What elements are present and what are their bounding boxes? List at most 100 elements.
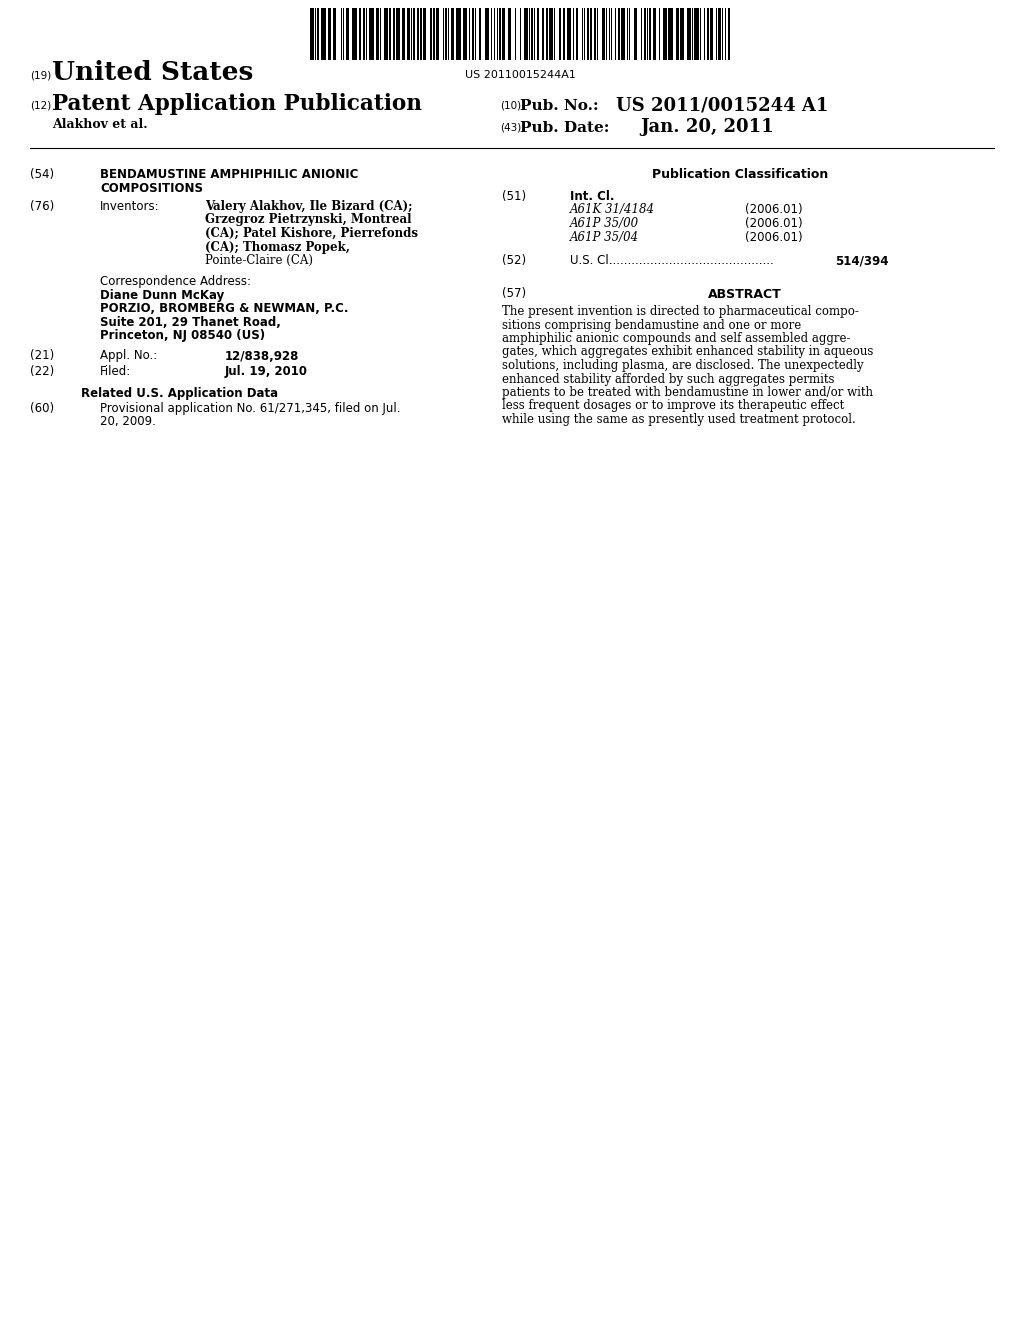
Bar bbox=[436, 8, 439, 59]
Bar bbox=[718, 8, 721, 59]
Bar bbox=[502, 8, 505, 59]
Text: Jul. 19, 2010: Jul. 19, 2010 bbox=[225, 366, 308, 378]
Bar bbox=[413, 8, 415, 59]
Bar bbox=[402, 8, 406, 59]
Text: Princeton, NJ 08540 (US): Princeton, NJ 08540 (US) bbox=[100, 330, 265, 342]
Bar bbox=[559, 8, 561, 59]
Bar bbox=[393, 8, 395, 59]
Bar bbox=[663, 8, 667, 59]
Text: Valery Alakhov, Ile Bizard (CA);: Valery Alakhov, Ile Bizard (CA); bbox=[205, 201, 413, 213]
Bar bbox=[680, 8, 684, 59]
Bar bbox=[463, 8, 467, 59]
Bar bbox=[644, 8, 646, 59]
Text: (22): (22) bbox=[30, 366, 54, 378]
Bar bbox=[653, 8, 656, 59]
Bar bbox=[346, 8, 349, 59]
Bar bbox=[542, 8, 544, 59]
Text: Pointe-Claire (CA): Pointe-Claire (CA) bbox=[205, 253, 313, 267]
Bar bbox=[546, 8, 548, 59]
Bar bbox=[376, 8, 379, 59]
Bar bbox=[310, 8, 314, 59]
Bar bbox=[389, 8, 391, 59]
Text: (CA); Patel Kishore, Pierrefonds: (CA); Patel Kishore, Pierrefonds bbox=[205, 227, 418, 240]
Text: Grzegroz Pietrzynski, Montreal: Grzegroz Pietrzynski, Montreal bbox=[205, 214, 412, 227]
Bar bbox=[485, 8, 489, 59]
Text: less frequent dosages or to improve its therapeutic effect: less frequent dosages or to improve its … bbox=[502, 400, 844, 412]
Bar bbox=[575, 8, 578, 59]
Text: A61P 35/04: A61P 35/04 bbox=[570, 231, 639, 243]
Bar bbox=[710, 8, 713, 59]
Bar bbox=[396, 8, 400, 59]
Text: Publication Classification: Publication Classification bbox=[652, 168, 828, 181]
Bar bbox=[508, 8, 511, 59]
Bar bbox=[602, 8, 605, 59]
Text: (60): (60) bbox=[30, 403, 54, 414]
Text: Jan. 20, 2011: Jan. 20, 2011 bbox=[640, 117, 773, 136]
Text: (19): (19) bbox=[30, 70, 51, 81]
Bar bbox=[456, 8, 461, 59]
Bar bbox=[590, 8, 592, 59]
Bar bbox=[594, 8, 596, 59]
Text: (21): (21) bbox=[30, 350, 54, 363]
Bar bbox=[472, 8, 474, 59]
Bar bbox=[433, 8, 435, 59]
Bar bbox=[668, 8, 673, 59]
Text: Appl. No.:: Appl. No.: bbox=[100, 350, 158, 363]
Bar bbox=[563, 8, 565, 59]
Text: US 20110015244A1: US 20110015244A1 bbox=[465, 70, 575, 81]
Bar bbox=[728, 8, 730, 59]
Text: (12): (12) bbox=[30, 100, 51, 110]
Text: BENDAMUSTINE AMPHIPHILIC ANIONIC: BENDAMUSTINE AMPHIPHILIC ANIONIC bbox=[100, 168, 358, 181]
Text: sitions comprising bendamustine and one or more: sitions comprising bendamustine and one … bbox=[502, 318, 801, 331]
Bar bbox=[537, 8, 539, 59]
Bar bbox=[621, 8, 625, 59]
Text: gates, which aggregates exhibit enhanced stability in aqueous: gates, which aggregates exhibit enhanced… bbox=[502, 346, 873, 359]
Text: Suite 201, 29 Thanet Road,: Suite 201, 29 Thanet Road, bbox=[100, 315, 281, 329]
Bar bbox=[328, 8, 331, 59]
Text: while using the same as presently used treatment protocol.: while using the same as presently used t… bbox=[502, 413, 856, 426]
Text: (2006.01): (2006.01) bbox=[745, 203, 803, 216]
Bar bbox=[417, 8, 419, 59]
Bar bbox=[587, 8, 589, 59]
Text: PORZIO, BROMBERG & NEWMAN, P.C.: PORZIO, BROMBERG & NEWMAN, P.C. bbox=[100, 302, 348, 315]
Text: (51): (51) bbox=[502, 190, 526, 203]
Text: (10): (10) bbox=[500, 100, 521, 110]
Text: Provisional application No. 61/271,345, filed on Jul.: Provisional application No. 61/271,345, … bbox=[100, 403, 400, 414]
Bar bbox=[317, 8, 319, 59]
Text: The present invention is directed to pharmaceutical compo-: The present invention is directed to pha… bbox=[502, 305, 859, 318]
Bar bbox=[524, 8, 528, 59]
Text: Int. Cl.: Int. Cl. bbox=[570, 190, 614, 203]
Bar bbox=[384, 8, 388, 59]
Bar bbox=[618, 8, 620, 59]
Bar bbox=[445, 8, 447, 59]
Bar bbox=[687, 8, 691, 59]
Text: United States: United States bbox=[52, 59, 253, 84]
Text: Related U.S. Application Data: Related U.S. Application Data bbox=[82, 387, 279, 400]
Text: Alakhov et al.: Alakhov et al. bbox=[52, 117, 147, 131]
Bar bbox=[369, 8, 374, 59]
Text: Pub. No.:: Pub. No.: bbox=[520, 99, 599, 114]
Text: solutions, including plasma, are disclosed. The unexpectedly: solutions, including plasma, are disclos… bbox=[502, 359, 863, 372]
Text: (2006.01): (2006.01) bbox=[745, 231, 803, 243]
Bar bbox=[333, 8, 336, 59]
Bar bbox=[407, 8, 410, 59]
Bar bbox=[430, 8, 432, 59]
Text: A61P 35/00: A61P 35/00 bbox=[570, 216, 639, 230]
Text: COMPOSITIONS: COMPOSITIONS bbox=[100, 181, 203, 194]
Text: (54): (54) bbox=[30, 168, 54, 181]
Bar bbox=[634, 8, 637, 59]
Text: (52): (52) bbox=[502, 253, 526, 267]
Bar bbox=[676, 8, 679, 59]
Text: (76): (76) bbox=[30, 201, 54, 213]
Bar bbox=[420, 8, 422, 59]
Bar bbox=[499, 8, 501, 59]
Bar bbox=[549, 8, 553, 59]
Bar bbox=[567, 8, 571, 59]
Bar bbox=[479, 8, 481, 59]
Bar bbox=[531, 8, 534, 59]
Text: 20, 2009.: 20, 2009. bbox=[100, 416, 156, 429]
Text: Diane Dunn McKay: Diane Dunn McKay bbox=[100, 289, 224, 302]
Text: Patent Application Publication: Patent Application Publication bbox=[52, 92, 422, 115]
Text: U.S. Cl.: U.S. Cl. bbox=[570, 253, 612, 267]
Bar bbox=[694, 8, 699, 59]
